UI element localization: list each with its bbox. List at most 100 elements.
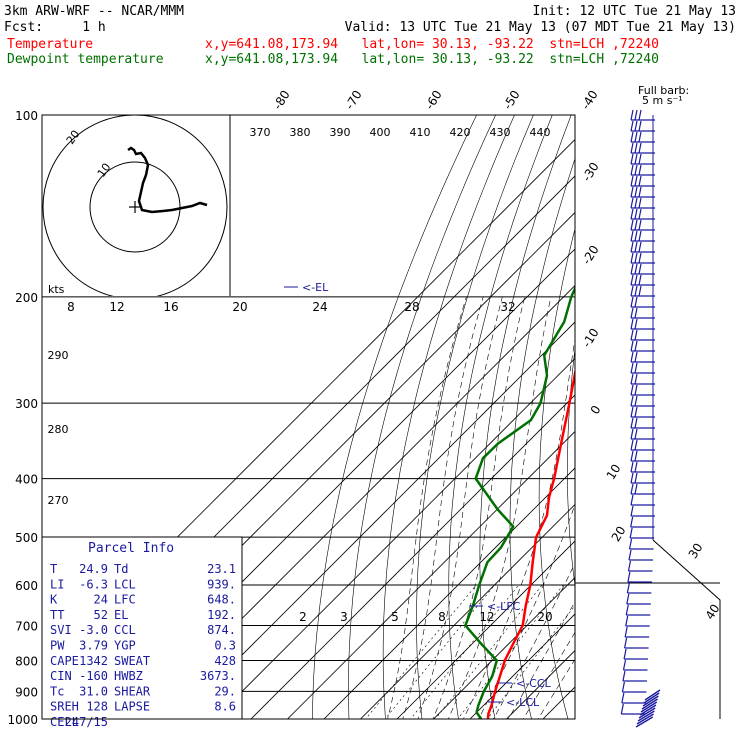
wind-barb-feather [638, 274, 642, 286]
dry-adiabat [647, 115, 719, 732]
wind-barb-feather [630, 164, 634, 176]
mixing-ratio-label: 5 [391, 610, 399, 624]
wind-barb [630, 494, 655, 506]
isotherm-label: -50 [500, 88, 522, 112]
wind-barb [624, 637, 649, 649]
isotherm [286, 430, 575, 719]
parcel-label: SREH [50, 700, 79, 714]
wind-barb [630, 186, 655, 198]
wind-barb [630, 439, 655, 451]
mixing-ratio-line [410, 584, 520, 719]
wind-barb [630, 274, 655, 286]
pressure-tick-label: 800 [15, 654, 38, 668]
parcel-value: 24.9 [79, 562, 108, 576]
wind-barb-feather [621, 681, 625, 693]
isotherm [250, 394, 575, 719]
isotherm-label: 30 [686, 541, 706, 561]
parcel-label: SWEAT [114, 654, 150, 668]
isotherm-label: 20 [609, 524, 629, 544]
parcel-label: HWBZ [114, 669, 143, 683]
wind-barb-feather [630, 439, 634, 451]
wind-barb-feather [628, 549, 632, 561]
wind-barb-feather [634, 362, 638, 374]
wind-barb-feather [630, 384, 634, 396]
parcel-value: 3.79 [79, 639, 108, 653]
theta-label: 420 [450, 126, 471, 139]
wind-barb-feather [638, 131, 642, 143]
wind-barb [630, 417, 655, 429]
pressure-tick-label: 700 [15, 619, 38, 633]
wind-barb-feather [638, 153, 642, 165]
isotherm [213, 357, 575, 719]
wind-barb-feather [634, 395, 638, 407]
wind-barb-feather [630, 362, 634, 374]
wind-barb-feather [630, 241, 634, 253]
wind-barb-feather [634, 373, 638, 385]
dry-adiabat [416, 115, 534, 719]
wind-barb-feather [620, 703, 624, 715]
wind-barb-feather [630, 296, 634, 308]
parcel-label: EL [114, 608, 128, 622]
temperature-legend-label: Temperature [7, 37, 93, 52]
wind-barb-feather [634, 208, 638, 220]
mixing-ratio-line [435, 584, 543, 719]
wind-barb-feather [634, 340, 638, 352]
isotherm [505, 649, 575, 719]
wind-barb-feather [638, 142, 642, 154]
theta-label: 290 [48, 349, 69, 362]
parcel-label: CAPE [50, 654, 79, 668]
wind-barb-feather [630, 417, 634, 429]
parcel-label: CIN [50, 669, 72, 683]
wind-barb-feather [630, 373, 634, 385]
wind-barb-feather [627, 571, 631, 583]
wind-barb-feather [630, 175, 634, 187]
dry-adiabat [672, 115, 740, 732]
model-title: 3km ARW-WRF -- NCAR/MMM [4, 4, 184, 19]
wind-barb-feather [634, 263, 638, 275]
wind-barb-feather [634, 241, 638, 253]
wind-barb-feather [638, 230, 642, 242]
wind-barb-feather [630, 428, 634, 440]
isotherm-label: 10 [604, 462, 624, 482]
hodograph-units-label: kts [48, 283, 65, 296]
theta-label: 440 [530, 126, 551, 139]
theta-label: 400 [370, 126, 391, 139]
wind-barb-feather [634, 384, 638, 396]
wind-barb-feather [634, 351, 638, 363]
wind-barb-feather [634, 461, 638, 473]
wind-barb [627, 560, 653, 572]
wind-barb-feather [634, 197, 638, 209]
mixing-ratio-line [384, 584, 495, 719]
mixing-ratio-line [486, 604, 575, 719]
hodo-speed-label: 28 [404, 300, 419, 314]
parcel-value: 3673. [200, 669, 236, 683]
wind-barb-feather [636, 713, 654, 725]
parcel-value: 939. [207, 577, 236, 591]
hodograph-trace [127, 146, 208, 214]
parcel-info-panel: Parcel Info T 24.9 Td 23.1 LI -6.3 LCL 939. K 24 L… [41, 536, 243, 729]
isotherm-label: -60 [422, 88, 444, 112]
parcel-label: CCL [114, 623, 136, 637]
parcel-label: LAPSE [114, 700, 150, 714]
wind-barb [630, 164, 655, 176]
wind-barb-feather [624, 637, 628, 649]
pressure-tick-label: 900 [15, 685, 38, 699]
wind-barb [630, 252, 655, 264]
plot-frame [41, 114, 576, 720]
wind-barb [628, 538, 654, 550]
wind-barb-feather [634, 153, 638, 165]
wind-barb [630, 175, 655, 187]
moist-adiabat [417, 296, 503, 719]
wind-barb [622, 670, 647, 682]
isotherm-label: -30 [579, 160, 601, 184]
wind-barb-feather [630, 340, 634, 352]
wind-barb [629, 527, 655, 539]
wind-barb-feather [638, 208, 642, 220]
wind-barb-feather [630, 252, 634, 264]
parcel-label: SHEAR [114, 684, 151, 698]
wind-barb [630, 395, 655, 407]
theta-label: 430 [490, 126, 511, 139]
wind-barb-feather [630, 395, 634, 407]
wind-barb-feather [630, 197, 634, 209]
isotherm [177, 321, 575, 719]
